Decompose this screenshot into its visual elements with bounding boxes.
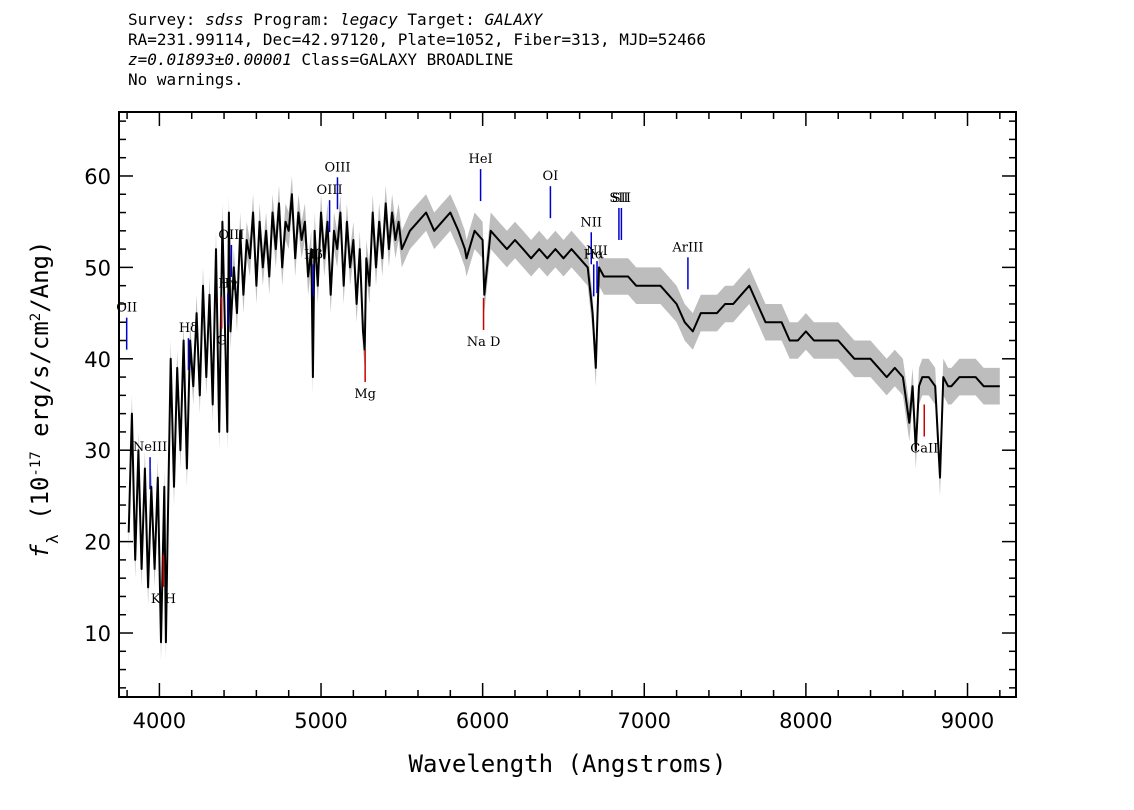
plot-frame	[118, 111, 1017, 698]
header-line-2: RA=231.99114, Dec=42.97120, Plate=1052, …	[128, 30, 706, 49]
y-tick-label: 30	[84, 439, 111, 463]
warnings-text: No warnings.	[128, 70, 244, 89]
x-tick-label: 5000	[294, 709, 347, 733]
survey-label: Survey:	[128, 10, 196, 29]
program-value: legacy	[339, 10, 398, 29]
spectrum-header: Survey: sdss Program: legacy Target: GAL…	[128, 10, 706, 90]
emission-line-label: OI	[543, 169, 559, 184]
header-line-3: z=0.01893±0.00001 Class=GALAXY BROADLINE	[128, 50, 706, 70]
absorption-line-label: G	[217, 334, 227, 349]
x-tick-label: 7000	[618, 709, 671, 733]
x-axis-title: Wavelength (Angstroms)	[409, 750, 727, 778]
error-band-layer	[128, 176, 1000, 661]
emission-line-label: OIII	[324, 160, 350, 175]
emission-line-label: OIII	[317, 183, 343, 198]
emission-line-label: HeI	[468, 152, 492, 167]
y-tick-label: 40	[84, 348, 111, 372]
emission-line-label: SII	[612, 191, 631, 206]
emission-line-label: NII	[580, 215, 602, 230]
y-tick-label: 50	[84, 256, 111, 280]
absorption-line-label: Mg	[354, 387, 376, 402]
redshift-value: z=0.01893±0.00001	[128, 50, 292, 69]
y-tick-label: 60	[84, 165, 111, 189]
emission-line-label: Hγ	[218, 277, 237, 292]
target-value: GALAXY	[484, 10, 543, 29]
class-value: Class=GALAXY BROADLINE	[301, 50, 514, 69]
x-tick-label: 6000	[456, 709, 509, 733]
axes-layer: 4000 5000 6000 7000 8000 9000 10 20 30 40 50 60	[84, 111, 1017, 733]
emission-line-label: Hβ	[304, 247, 323, 262]
x-tick-label: 9000	[941, 709, 994, 733]
emission-line-label: Hα	[584, 247, 604, 262]
error-band	[128, 176, 1000, 661]
absorption-line-label: Na D	[467, 335, 501, 350]
emission-line-label: OIII	[218, 228, 244, 243]
x-tick-label: 8000	[779, 709, 832, 733]
absorption-line-label: CaII	[910, 442, 938, 457]
survey-value: sdss	[205, 10, 244, 29]
emission-line-label: Hδ	[179, 321, 198, 336]
y-tick-label: 20	[84, 531, 111, 555]
emission-line-label: NeIII	[133, 440, 167, 455]
x-tick-label: 4000	[133, 709, 186, 733]
header-line-1: Survey: sdss Program: legacy Target: GAL…	[128, 10, 706, 30]
absorption-line-label: K H	[151, 592, 176, 607]
y-axis-title: fλ (10-17 erg/s/cm2/Ang)	[26, 241, 62, 559]
target-label: Target:	[407, 10, 475, 29]
emission-line-label: NII	[586, 244, 608, 259]
line-markers-layer: OIINeIIIHδHγOIIIHβOIIIOIIIHeIOINIIHαNIIS…	[116, 152, 938, 607]
y-tick-label: 10	[84, 622, 111, 646]
emission-line-label: ArIII	[671, 240, 703, 255]
flux-series-line	[127, 193, 1000, 644]
program-label: Program:	[253, 10, 331, 29]
spectrum-layer	[127, 193, 1000, 644]
emission-line-label: SII	[609, 191, 628, 206]
